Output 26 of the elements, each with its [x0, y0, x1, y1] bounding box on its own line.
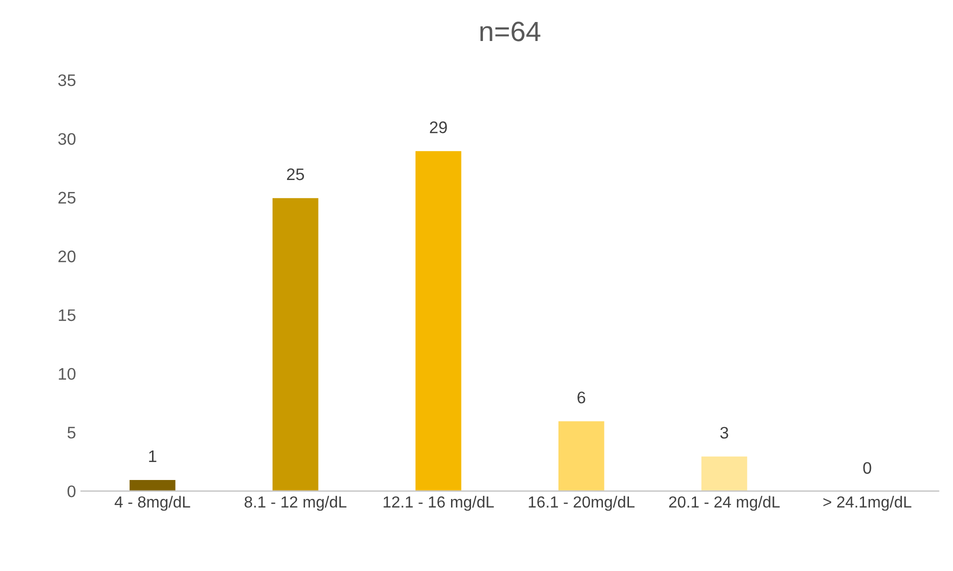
x-tick-label: 4 - 8mg/dL — [114, 496, 190, 511]
x-tick-label: 20.1 - 24 mg/dL — [669, 496, 780, 511]
data-label: 29 — [430, 121, 447, 134]
bar — [414, 150, 463, 492]
data-label: 25 — [287, 168, 304, 180]
y-tick-label: 10 — [58, 368, 76, 380]
x-tick-label: 12.1 - 16 mg/dL — [384, 496, 494, 511]
data-label: 6 — [578, 392, 586, 404]
y-tick-label: 35 — [58, 74, 76, 86]
data-label: 3 — [720, 426, 728, 439]
bar — [700, 455, 749, 492]
y-tick-label: 15 — [58, 309, 76, 322]
data-label: 0 — [863, 462, 872, 474]
y-tick-label: 20 — [58, 250, 76, 262]
y-tick-label: 30 — [58, 133, 76, 145]
bar — [128, 478, 177, 492]
x-tick-label: 16.1 - 20mg/dL — [528, 496, 635, 511]
bar — [271, 196, 320, 492]
x-tick-label: 8.1 - 12 mg/dL — [244, 496, 346, 511]
x-tick-label: > 24.1mg/dL — [823, 496, 912, 511]
y-tick-label: 0 — [68, 485, 76, 498]
chart-title: n=64 — [480, 22, 540, 42]
bar — [557, 420, 606, 492]
y-tick-label: 5 — [68, 426, 76, 439]
data-label: 1 — [149, 450, 156, 462]
y-tick-label: 25 — [58, 192, 76, 204]
